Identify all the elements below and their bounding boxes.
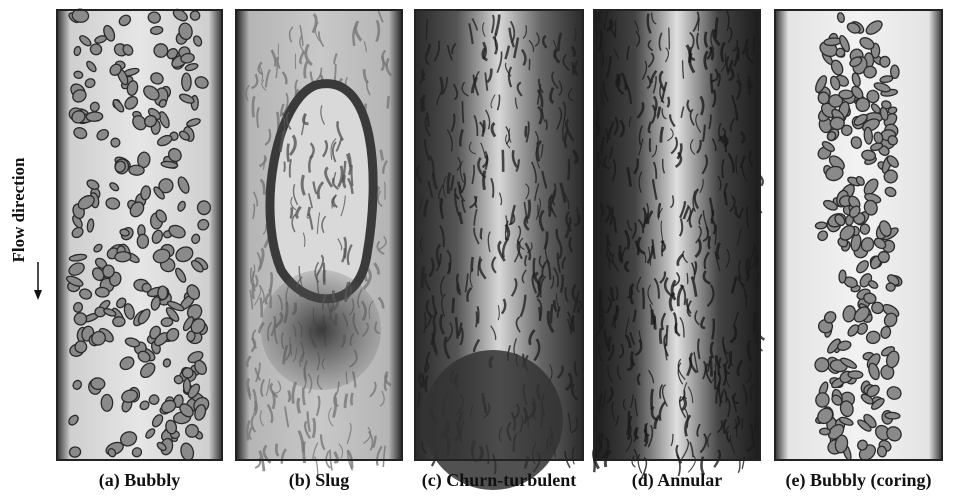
bubble	[839, 270, 847, 283]
bubble	[839, 90, 853, 99]
texture	[687, 273, 688, 284]
texture	[599, 289, 600, 310]
bubble	[115, 251, 132, 262]
bubble	[860, 224, 870, 234]
bubble	[190, 11, 200, 21]
bubble	[820, 428, 831, 435]
texture	[422, 267, 424, 289]
bubble	[103, 265, 115, 277]
photo-panel	[415, 10, 583, 490]
figure: Flow direction (a) Bubbly (b) Slug (c) Chu…	[0, 0, 961, 496]
texture	[388, 96, 389, 108]
texture	[476, 311, 477, 327]
texture	[754, 312, 755, 333]
texture	[351, 393, 352, 405]
bubble	[890, 65, 899, 78]
texture	[573, 62, 574, 75]
texture	[736, 111, 737, 121]
texture	[617, 74, 618, 86]
texture	[643, 288, 644, 309]
page: Flow direction (a) Bubbly (b) Slug (c) Chu…	[0, 0, 961, 496]
texture	[298, 398, 300, 413]
bubble	[880, 56, 890, 67]
texture	[426, 19, 427, 39]
photo-panel	[594, 10, 765, 479]
bubble	[95, 287, 109, 297]
texture	[422, 69, 424, 80]
bubble	[154, 43, 168, 57]
bubble	[101, 394, 113, 411]
bubble	[830, 117, 845, 130]
churn-blob	[423, 350, 563, 490]
texture	[477, 306, 478, 323]
texture	[710, 356, 711, 376]
texture	[572, 318, 573, 330]
texture	[288, 144, 289, 162]
texture	[551, 304, 553, 323]
texture	[716, 17, 718, 37]
panel-caption: (b) Slug	[289, 470, 350, 491]
texture	[615, 21, 616, 36]
texture	[725, 135, 726, 153]
texture	[453, 298, 454, 313]
bubble	[815, 222, 827, 230]
texture	[423, 95, 425, 111]
bubble	[856, 98, 870, 112]
texture	[462, 101, 463, 123]
texture	[669, 28, 670, 50]
texture	[568, 159, 569, 180]
texture	[599, 308, 600, 329]
panel-caption: (a) Bubbly	[99, 470, 181, 491]
texture	[738, 459, 740, 472]
bubble	[182, 367, 194, 378]
panel-caption: (d) Annular	[632, 470, 723, 491]
photo-panel	[57, 7, 222, 462]
texture	[526, 126, 527, 137]
bubble	[885, 412, 900, 419]
texture	[660, 328, 661, 344]
panel-caption: (e) Bubbly (coring)	[786, 470, 932, 491]
texture	[303, 387, 304, 405]
bubble	[185, 424, 198, 437]
texture	[650, 138, 651, 152]
bubble	[182, 73, 192, 91]
texture	[546, 120, 547, 130]
bubble	[129, 165, 145, 176]
texture	[618, 74, 619, 86]
texture	[711, 74, 712, 94]
texture	[284, 161, 285, 171]
bubble	[197, 200, 211, 215]
panel-caption: (c) Churn-turbulent	[422, 470, 577, 491]
texture	[484, 171, 485, 190]
bubble	[142, 283, 152, 292]
texture	[539, 307, 540, 321]
texture	[261, 298, 262, 318]
axis-label: Flow direction	[9, 157, 28, 263]
photo-panel	[236, 10, 402, 478]
bubble	[86, 112, 103, 122]
bubble	[113, 317, 126, 327]
texture	[324, 263, 325, 282]
flow-arrow-head	[34, 290, 42, 300]
texture	[481, 228, 482, 238]
slug-wake	[261, 270, 381, 390]
texture	[352, 165, 353, 186]
texture	[715, 371, 716, 389]
bubble	[137, 234, 148, 248]
texture	[666, 325, 667, 346]
bubble	[848, 371, 863, 379]
photo-panel	[775, 10, 942, 463]
texture	[709, 236, 710, 248]
